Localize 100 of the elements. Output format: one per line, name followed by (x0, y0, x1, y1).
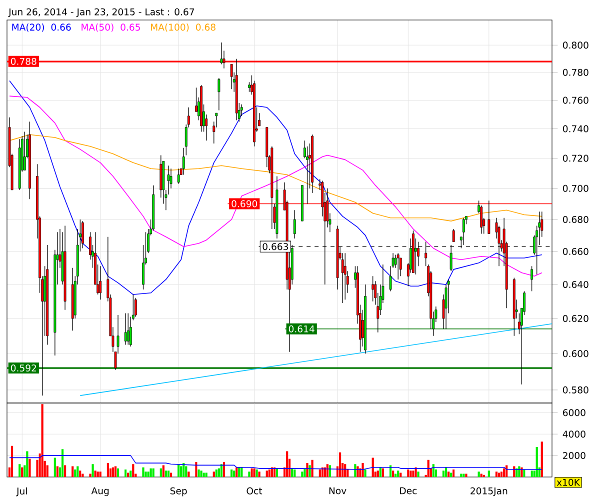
ref-line-label: 0.614 (288, 325, 314, 332)
annotation: 0.68 (196, 24, 216, 31)
bar (389, 465, 392, 477)
candlestick (134, 298, 137, 318)
bar (218, 468, 220, 477)
bar (392, 470, 394, 477)
text: x10K (556, 478, 580, 486)
candlestick (23, 131, 26, 170)
bar (294, 469, 296, 477)
candlestick (530, 266, 534, 292)
y-tick-label: 0.780 (562, 68, 588, 76)
y-tick-label: 4000 (562, 430, 586, 438)
bar (212, 472, 215, 477)
bar (304, 468, 306, 477)
bar (150, 468, 152, 477)
bar (82, 474, 84, 477)
bar (518, 466, 520, 477)
y-tick-label: 0.620 (562, 315, 588, 322)
bar (41, 404, 44, 477)
candlestick (124, 312, 127, 346)
candlestick (177, 168, 180, 184)
y-tick-label: 0.680 (562, 216, 588, 223)
candlestick (293, 210, 296, 239)
bar (236, 467, 238, 477)
bar (21, 467, 24, 477)
bar (96, 472, 99, 477)
bar (266, 470, 268, 477)
bar (200, 470, 202, 477)
x-tick-label: Sep (170, 487, 187, 496)
bar (306, 463, 308, 477)
bar (152, 468, 154, 477)
bar (447, 472, 450, 477)
bar (444, 467, 448, 477)
bar (10, 446, 14, 477)
y-tick-label: 0.640 (562, 280, 588, 288)
annotation: 0.66 (51, 24, 71, 31)
bar (124, 469, 127, 477)
bar (56, 466, 59, 477)
chart-title: Jun 26, 2014 - Jan 23, 2015 - Last : 0.67 (8, 8, 194, 18)
bar (400, 472, 402, 477)
bar (250, 468, 253, 477)
candlestick (215, 112, 218, 128)
bar (407, 469, 410, 477)
bar (28, 458, 31, 477)
bar (127, 472, 130, 477)
y-tick-label: 2000 (563, 452, 586, 460)
line-series (9, 80, 542, 295)
text: MA(20) (12, 24, 44, 32)
bar (164, 470, 168, 477)
candlestick (452, 228, 455, 242)
candlestick (81, 220, 84, 249)
candlestick (396, 252, 400, 280)
y-tick-label: 0.720 (562, 154, 588, 162)
ref-line-label: 0.690 (232, 200, 258, 208)
text: MA(50) (82, 24, 114, 32)
x-tick-label: Aug (91, 487, 109, 496)
bar (162, 465, 164, 477)
bar (258, 472, 260, 477)
x-tick-label: Jul (16, 487, 27, 496)
bar (94, 470, 96, 477)
candlestick (462, 218, 465, 246)
bar (344, 464, 346, 477)
bar (64, 465, 66, 477)
bar (205, 472, 208, 477)
bar (503, 468, 506, 477)
bar (452, 469, 455, 477)
candlestick (220, 42, 223, 65)
bar (195, 462, 198, 477)
bar (46, 465, 48, 477)
candlestick (99, 266, 102, 300)
x-tick-label: 2015Jan (470, 487, 508, 496)
bar (462, 474, 465, 477)
bar (465, 474, 468, 477)
bar (478, 472, 480, 477)
x-tick-label: Dec (400, 487, 417, 494)
bar (372, 458, 374, 477)
y-tick-label: 0.800 (562, 42, 588, 49)
bar (450, 472, 452, 477)
bar (220, 464, 223, 477)
bar (74, 469, 76, 477)
bar (240, 467, 243, 477)
bar (412, 470, 414, 477)
y-tick-label: 0.580 (562, 386, 588, 394)
ref-line-label: 0.788 (10, 58, 36, 65)
annotation: 0.65 (120, 24, 140, 31)
candlestick (372, 276, 374, 302)
bar (318, 469, 321, 477)
bar (432, 464, 434, 477)
candlestick (344, 252, 346, 300)
bar (364, 469, 366, 477)
bar (170, 472, 172, 477)
bar (382, 468, 384, 477)
bar (99, 472, 102, 477)
bar (182, 463, 185, 477)
ref-line-label: 0.663 (262, 243, 288, 250)
bar (488, 470, 490, 477)
bar (410, 470, 412, 477)
bar (106, 463, 109, 477)
bar (160, 468, 162, 477)
bar (397, 470, 400, 477)
